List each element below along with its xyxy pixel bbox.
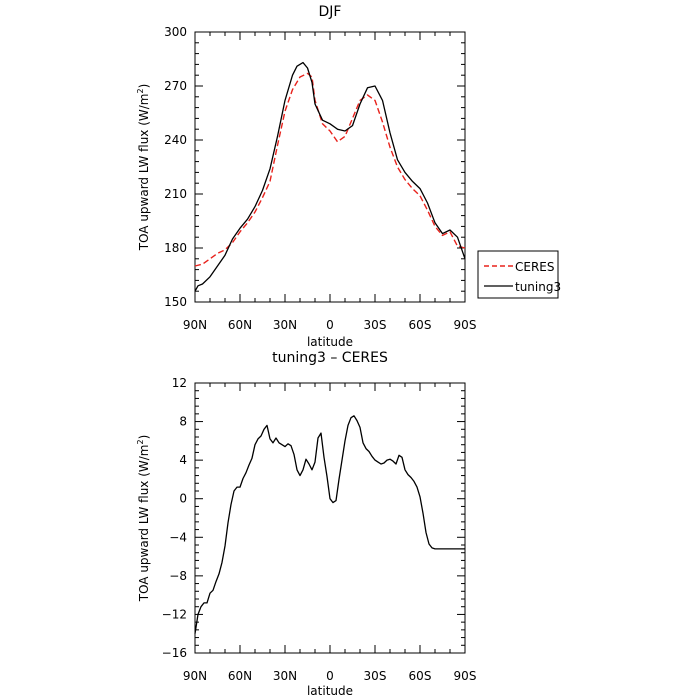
bottom-y-tick-label: 0 bbox=[179, 492, 187, 506]
top-y-tick-label: 150 bbox=[164, 295, 187, 309]
top-plot-frame bbox=[194, 31, 466, 303]
top-y-ticks: 150 180 210 240 270 300 bbox=[164, 25, 465, 309]
bottom-x-tick-label: 0 bbox=[326, 669, 334, 683]
top-y-tick-label: 270 bbox=[164, 79, 187, 93]
top-series bbox=[194, 61, 466, 292]
top-x-tick-label: 90S bbox=[454, 318, 477, 332]
bottom-x-tick-label: 30N bbox=[273, 669, 297, 683]
bottom-plot-frame bbox=[194, 382, 466, 654]
bottom-x-tick-label: 90N bbox=[183, 669, 207, 683]
top-y-axis-label-sup: 2 bbox=[136, 88, 145, 93]
bottom-panel: tuning3 – CERES −16 −12 −8 −4 0 4 8 12 90N 60N 30… bbox=[136, 350, 476, 698]
top-series-line-ceres bbox=[194, 72, 466, 267]
top-y-tick-label: 300 bbox=[164, 25, 187, 39]
bottom-x-tick-label: 90S bbox=[454, 669, 477, 683]
top-x-tick-label: 60N bbox=[228, 318, 252, 332]
bottom-y-tick-label: −12 bbox=[162, 607, 187, 621]
bottom-y-tick-label: −4 bbox=[169, 530, 187, 544]
top-y-axis-label-tail: ) bbox=[137, 84, 151, 89]
top-x-tick-label: 30S bbox=[364, 318, 387, 332]
bottom-chart-title: tuning3 – CERES bbox=[272, 350, 388, 366]
legend-box bbox=[477, 250, 559, 299]
bottom-y-axis-label-main: TOA upward LW flux (W/m bbox=[137, 445, 151, 603]
bottom-y-ticks: −16 −12 −8 −4 0 4 8 12 bbox=[162, 376, 465, 660]
bottom-y-tick-label: −8 bbox=[169, 569, 187, 583]
legend-label-ceres: CERES bbox=[515, 260, 555, 274]
bottom-series bbox=[194, 415, 465, 634]
top-y-axis-label: TOA upward LW flux (W/m2) bbox=[136, 84, 151, 252]
top-x-tick-label: 0 bbox=[326, 318, 334, 332]
top-series-line-tuning3 bbox=[194, 61, 466, 292]
legend: CERES tuning3 bbox=[477, 250, 561, 299]
bottom-y-tick-label: 8 bbox=[179, 415, 187, 429]
top-y-axis-label-main: TOA upward LW flux (W/m bbox=[137, 94, 151, 252]
bottom-series-line-difference bbox=[194, 415, 465, 634]
bottom-x-ticks: 90N 60N 30N 0 30S 60S 90S bbox=[183, 383, 477, 683]
top-x-tick-label: 30N bbox=[273, 318, 297, 332]
bottom-x-axis-label: latitude bbox=[307, 684, 353, 698]
top-y-tick-label: 240 bbox=[164, 133, 187, 147]
bottom-y-tick-label: −16 bbox=[162, 646, 187, 660]
top-x-ticks: 90N 60N 30N 0 30S 60S 90S bbox=[183, 32, 477, 332]
top-y-tick-label: 180 bbox=[164, 241, 187, 255]
bottom-y-tick-label: 4 bbox=[179, 453, 187, 467]
bottom-x-tick-label: 30S bbox=[364, 669, 387, 683]
bottom-y-axis-label: TOA upward LW flux (W/m2) bbox=[136, 435, 151, 603]
bottom-y-tick-label: 12 bbox=[172, 376, 187, 390]
top-x-axis-label: latitude bbox=[307, 335, 353, 349]
top-y-tick-label: 210 bbox=[164, 187, 187, 201]
bottom-x-tick-label: 60N bbox=[228, 669, 252, 683]
top-chart-title: DJF bbox=[319, 4, 342, 20]
bottom-x-tick-label: 60S bbox=[409, 669, 432, 683]
legend-label-tuning3: tuning3 bbox=[515, 280, 561, 294]
bottom-y-axis-label-sup: 2 bbox=[136, 439, 145, 444]
top-x-tick-label: 90N bbox=[183, 318, 207, 332]
top-x-tick-label: 60S bbox=[409, 318, 432, 332]
bottom-y-axis-label-tail: ) bbox=[137, 435, 151, 440]
